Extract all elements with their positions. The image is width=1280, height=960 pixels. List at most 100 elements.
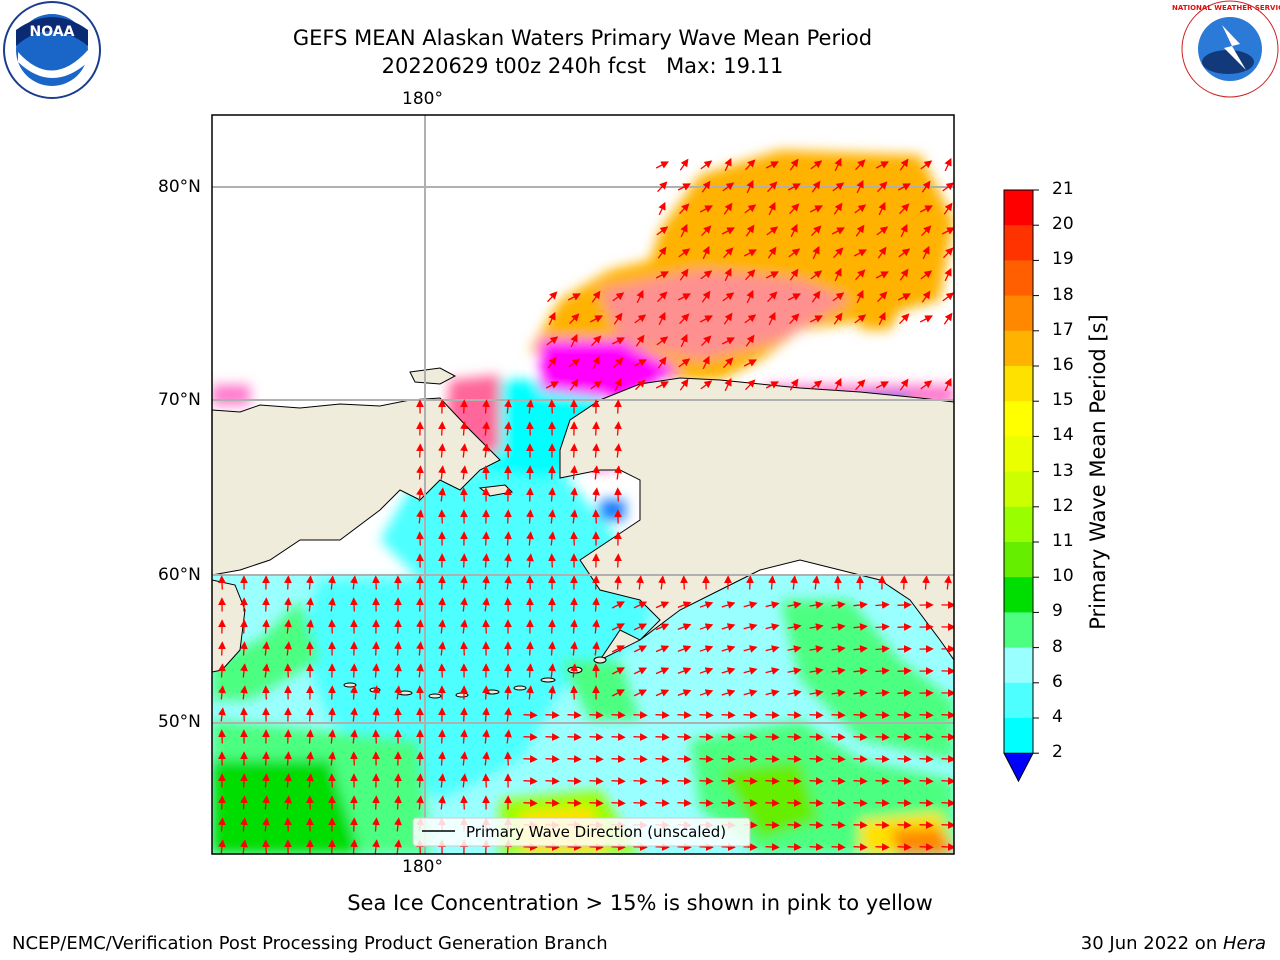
wave-arrow <box>438 443 446 458</box>
wave-arrow <box>284 575 292 590</box>
wave-arrow <box>438 751 446 766</box>
wave-arrow <box>504 707 512 722</box>
wave-arrow <box>592 487 600 502</box>
wave-arrow <box>460 729 468 744</box>
wave-arrow <box>394 619 402 634</box>
wave-arrow <box>350 575 358 590</box>
wave-arrow <box>633 711 648 719</box>
wave-arrow <box>944 575 952 590</box>
wave-arrow <box>767 291 778 303</box>
wave-arrow <box>875 711 890 719</box>
wave-arrow <box>721 711 736 719</box>
wave-arrow <box>765 821 780 829</box>
wave-arrow <box>614 575 622 590</box>
colorbar-segment <box>1004 577 1033 613</box>
wave-arrow <box>941 843 954 851</box>
wave-arrow <box>809 777 824 785</box>
wave-arrow <box>567 711 582 719</box>
colorbar-segment <box>1004 542 1033 578</box>
wave-arrow <box>943 202 953 215</box>
wave-arrow <box>438 487 446 502</box>
wave-arrow <box>919 205 933 213</box>
wave-arrow <box>834 267 842 282</box>
wave-arrow <box>438 465 446 480</box>
wave-arrow <box>416 487 424 502</box>
wave-arrow <box>548 465 556 480</box>
wave-arrow <box>768 311 776 326</box>
wave-arrow <box>633 645 648 653</box>
wave-arrow <box>787 293 801 301</box>
wave-arrow <box>699 601 714 609</box>
wave-arrow <box>721 777 736 785</box>
wave-arrow <box>944 157 952 172</box>
wave-arrow <box>853 689 868 697</box>
wave-arrow <box>743 711 758 719</box>
wave-arrow <box>589 777 604 785</box>
wave-arrow <box>765 799 780 807</box>
wave-arrow <box>831 711 846 719</box>
wave-arrow <box>766 226 779 236</box>
wave-arrow <box>876 226 889 236</box>
wave-arrow <box>765 733 780 741</box>
wave-arrow <box>526 641 534 656</box>
colorbar-segment <box>1004 471 1033 508</box>
wave-arrow <box>460 421 468 436</box>
wave-arrow <box>832 292 845 302</box>
wave-arrow <box>787 843 802 851</box>
wave-arrow <box>240 663 248 678</box>
wave-arrow <box>526 575 534 590</box>
wave-arrow <box>240 795 248 810</box>
wave-arrow <box>789 268 799 281</box>
wave-arrow <box>831 777 846 785</box>
colorbar-tick-label: 4 <box>1052 707 1063 727</box>
colorbar-segment <box>1004 295 1033 332</box>
wave-arrow <box>570 487 578 502</box>
wave-arrow <box>523 755 538 763</box>
map-area <box>212 115 954 854</box>
wave-arrow <box>657 181 668 193</box>
wave-arrow <box>416 751 424 766</box>
wave-arrow <box>482 575 490 590</box>
wave-arrow <box>240 641 248 656</box>
wave-arrow <box>570 619 578 634</box>
wave-arrow <box>767 246 777 259</box>
wave-arrow <box>633 689 648 697</box>
wave-arrow <box>809 623 824 631</box>
wave-arrow <box>460 773 468 788</box>
wave-arrow <box>611 623 625 631</box>
wave-arrow <box>545 799 560 807</box>
wave-arrow <box>592 619 600 634</box>
wave-arrow <box>655 733 670 741</box>
wave-arrow <box>789 313 800 325</box>
wave-arrow <box>831 227 845 235</box>
wave-arrow <box>438 421 446 436</box>
wave-arrow <box>636 575 644 590</box>
wave-arrow <box>743 843 758 851</box>
colorbar-tick-label: 16 <box>1052 355 1074 375</box>
wave-arrow <box>875 645 890 653</box>
wave-arrow <box>633 733 648 741</box>
wave-arrow <box>877 246 887 259</box>
wave-arrow <box>745 379 756 391</box>
wave-arrow <box>700 160 713 170</box>
wave-arrow <box>722 182 735 192</box>
wave-arrow <box>460 487 468 502</box>
wave-arrow <box>416 443 424 458</box>
wave-arrow <box>306 641 314 656</box>
wave-arrow <box>721 755 736 763</box>
wave-arrow <box>658 201 666 216</box>
wave-arrow <box>875 381 889 389</box>
wave-arrow <box>699 623 714 631</box>
wave-arrow <box>545 755 560 763</box>
wave-arrow <box>897 755 912 763</box>
wave-arrow <box>328 707 336 722</box>
wave-arrow <box>897 821 912 829</box>
wave-arrow <box>875 755 890 763</box>
wave-arrow <box>611 733 626 741</box>
wave-arrow <box>655 799 670 807</box>
colorbar-tick-label: 2 <box>1052 742 1063 763</box>
wave-arrow <box>765 271 779 279</box>
colorbar-tick-label: 20 <box>1052 214 1074 235</box>
wave-arrow <box>745 269 756 281</box>
wave-arrow <box>306 729 314 744</box>
